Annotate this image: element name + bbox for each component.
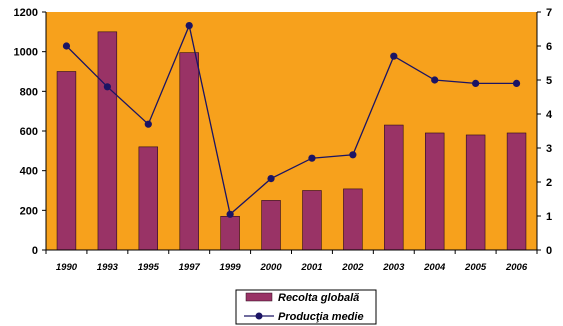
left-tick-label: 1000 <box>14 47 38 59</box>
line-point-1997 <box>185 22 193 30</box>
x-tick-label: 2000 <box>259 262 282 273</box>
left-tick-label: 400 <box>20 166 38 178</box>
bar-2000 <box>261 200 281 251</box>
right-tick-label: 7 <box>546 7 552 19</box>
left-tick-label: 1200 <box>14 7 38 19</box>
right-tick-label: 1 <box>546 211 552 223</box>
x-tick-label: 1999 <box>220 262 242 273</box>
bar-2006 <box>506 132 527 251</box>
left-axis-ticks: 0 200 400 600 800 1000 1200 <box>14 7 46 257</box>
line-point-2002 <box>349 151 357 159</box>
x-tick-label: 2006 <box>505 262 528 273</box>
line-point-2005 <box>472 79 480 87</box>
x-tick-label: 2005 <box>464 262 487 273</box>
bar-1993 <box>97 31 118 251</box>
x-tick-label: 2003 <box>382 262 405 273</box>
left-tick-label: 800 <box>20 86 38 98</box>
legend-swatch-marker <box>255 312 263 320</box>
left-tick-label: 600 <box>20 126 38 138</box>
bar-1995 <box>138 146 159 251</box>
line-point-1993 <box>103 83 111 91</box>
x-tick-label: 2002 <box>341 262 364 273</box>
bars <box>56 31 527 251</box>
bar-1990 <box>56 71 77 251</box>
line-path <box>65 23 517 216</box>
line-series <box>62 22 521 218</box>
line-point-2001 <box>308 154 316 162</box>
line-point-2000 <box>267 175 275 183</box>
x-tick-label: 1997 <box>179 262 201 273</box>
plot-area <box>46 12 537 250</box>
legend-swatch-bar <box>245 292 273 302</box>
left-tick-label: 0 <box>32 245 38 257</box>
right-tick-label: 2 <box>546 177 552 189</box>
x-tick-label: 2004 <box>423 262 446 273</box>
right-tick-label: 4 <box>546 109 553 121</box>
x-tick-label: 1990 <box>56 262 78 273</box>
right-axis-ticks: 0 1 2 3 4 5 6 7 <box>537 7 553 257</box>
line-point-1999 <box>226 210 234 218</box>
x-tick-label: 1995 <box>138 262 160 273</box>
line-point-2003 <box>390 52 398 60</box>
left-tick-label: 200 <box>20 205 38 217</box>
right-tick-label: 3 <box>546 143 552 155</box>
line-point-1990 <box>62 42 71 50</box>
right-tick-label: 0 <box>546 245 552 257</box>
legend-label-bar: Recolta globală <box>278 292 359 304</box>
bar-2005 <box>465 134 486 251</box>
axes <box>45 12 538 251</box>
legend-label-line: Producţia medie <box>278 311 364 323</box>
line-point-2006 <box>512 79 521 87</box>
line-point-2004 <box>431 76 439 84</box>
bar-2004 <box>424 132 445 251</box>
x-tick-label: 2001 <box>300 262 322 273</box>
bar-1997 <box>179 52 199 251</box>
x-tick-label: 1993 <box>97 262 119 273</box>
bar-2003 <box>384 124 404 251</box>
bar-2001 <box>302 190 322 251</box>
right-tick-label: 6 <box>546 41 552 53</box>
line-point-1995 <box>144 120 152 128</box>
bar-2002 <box>343 188 363 251</box>
category-labels: 1990 1993 1995 1997 1999 2000 2001 2002 2003 2004… <box>45 250 538 273</box>
bar-1999 <box>220 215 240 251</box>
right-tick-label: 5 <box>546 75 552 87</box>
legend: Recolta globală Producţia medie <box>235 289 377 325</box>
